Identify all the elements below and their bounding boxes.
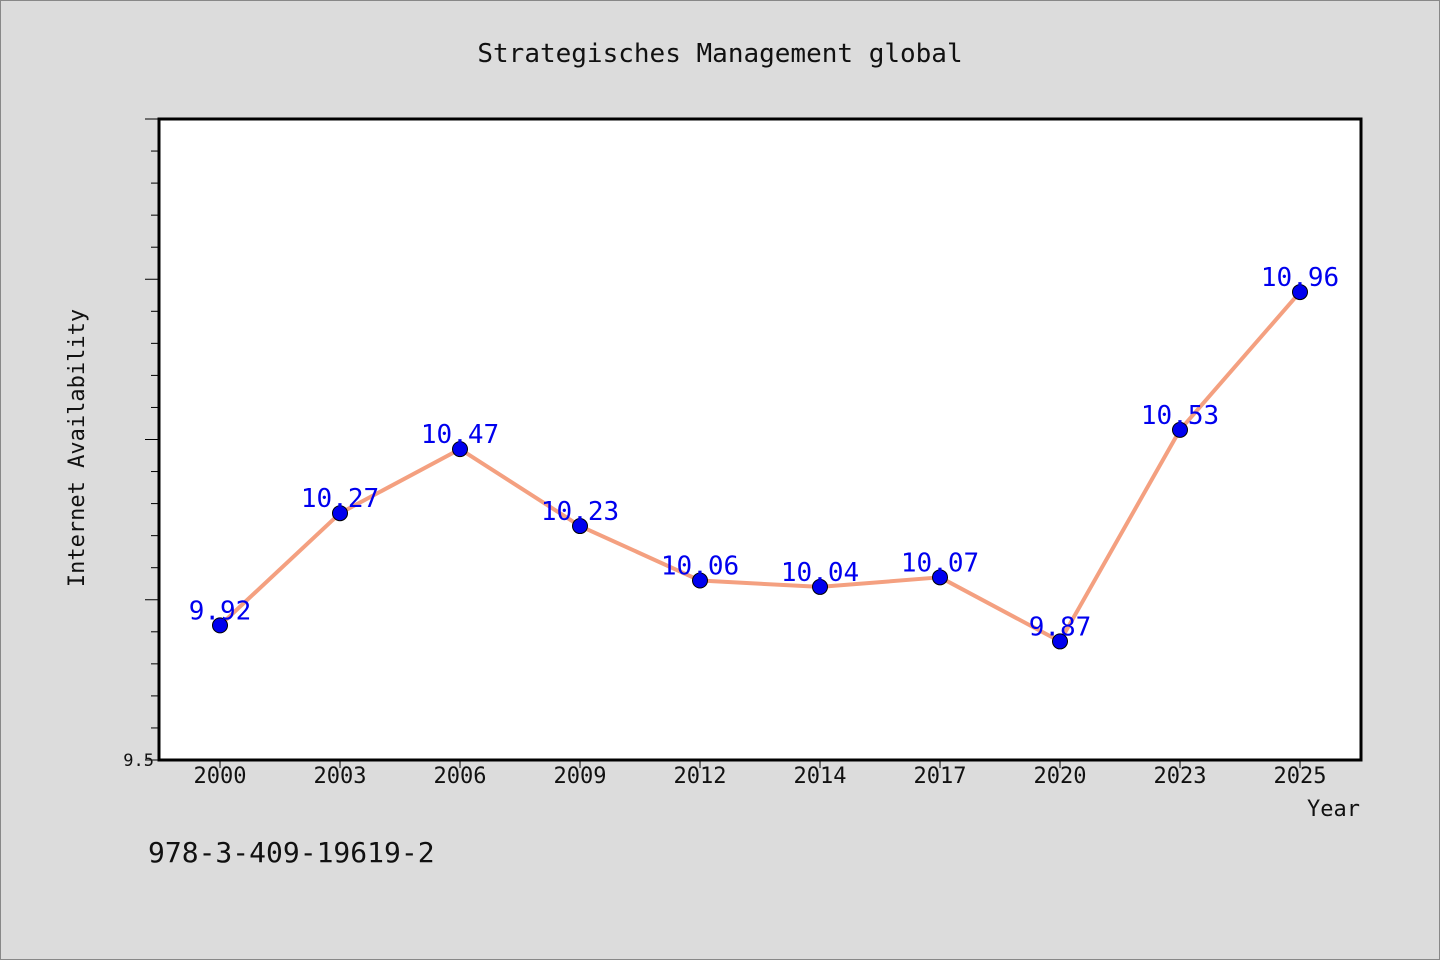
data-label-2003: 10.27 xyxy=(301,484,379,514)
data-point-2009 xyxy=(572,518,588,535)
data-point-2025 xyxy=(1292,284,1308,301)
data-labels: 9.92 10.27 10.47 10.23 10.06 10.04 10.07 9.87 10… xyxy=(189,263,1339,642)
x-tick-label: 2006 xyxy=(434,764,487,789)
data-point-2017 xyxy=(932,569,948,586)
x-axis-ticks: 2000 2003 2006 2009 2012 2014 2017 2020 2023 2025 xyxy=(194,760,1327,789)
x-tick-label: 2020 xyxy=(1034,764,1087,789)
data-label-2000: 9.92 xyxy=(189,596,252,626)
footnote-isbn: 978-3-409-19619-2 xyxy=(148,836,435,869)
data-point-2012 xyxy=(692,572,708,589)
data-point-2000 xyxy=(212,617,228,634)
data-point-2014 xyxy=(812,578,828,595)
y-tick-label: 9.5 xyxy=(123,751,154,771)
data-markers xyxy=(212,284,1308,650)
data-label-2017: 10.07 xyxy=(901,548,979,578)
x-tick-label: 2023 xyxy=(1154,764,1207,789)
data-point-2020 xyxy=(1052,633,1068,650)
data-point-2023 xyxy=(1172,421,1188,438)
data-label-2012: 10.06 xyxy=(661,552,739,582)
series-line xyxy=(218,290,1302,644)
x-tick-label: 2009 xyxy=(554,764,607,789)
x-tick-label: 2003 xyxy=(314,764,367,789)
data-label-2020: 9.87 xyxy=(1029,612,1092,642)
data-label-2023: 10.53 xyxy=(1141,401,1219,431)
y-axis-ticks: 9.5 xyxy=(123,118,159,771)
data-label-2025: 10.96 xyxy=(1261,263,1339,293)
data-label-2006: 10.47 xyxy=(421,420,499,450)
y-axis-title: Internet Availability xyxy=(65,309,90,587)
x-tick-label: 2000 xyxy=(194,764,247,789)
data-label-2014: 10.04 xyxy=(781,558,859,588)
chart-title: Strategisches Management global xyxy=(477,39,962,69)
x-tick-label: 2017 xyxy=(914,764,967,789)
data-point-2003 xyxy=(332,505,348,522)
x-tick-label: 2012 xyxy=(674,764,727,789)
plot-area xyxy=(157,117,1363,762)
data-point-2006 xyxy=(452,441,468,458)
x-tick-label: 2014 xyxy=(794,764,847,789)
x-axis-title: Year xyxy=(1307,797,1360,822)
x-tick-label: 2025 xyxy=(1274,764,1327,789)
data-label-2009: 10.23 xyxy=(541,497,619,527)
